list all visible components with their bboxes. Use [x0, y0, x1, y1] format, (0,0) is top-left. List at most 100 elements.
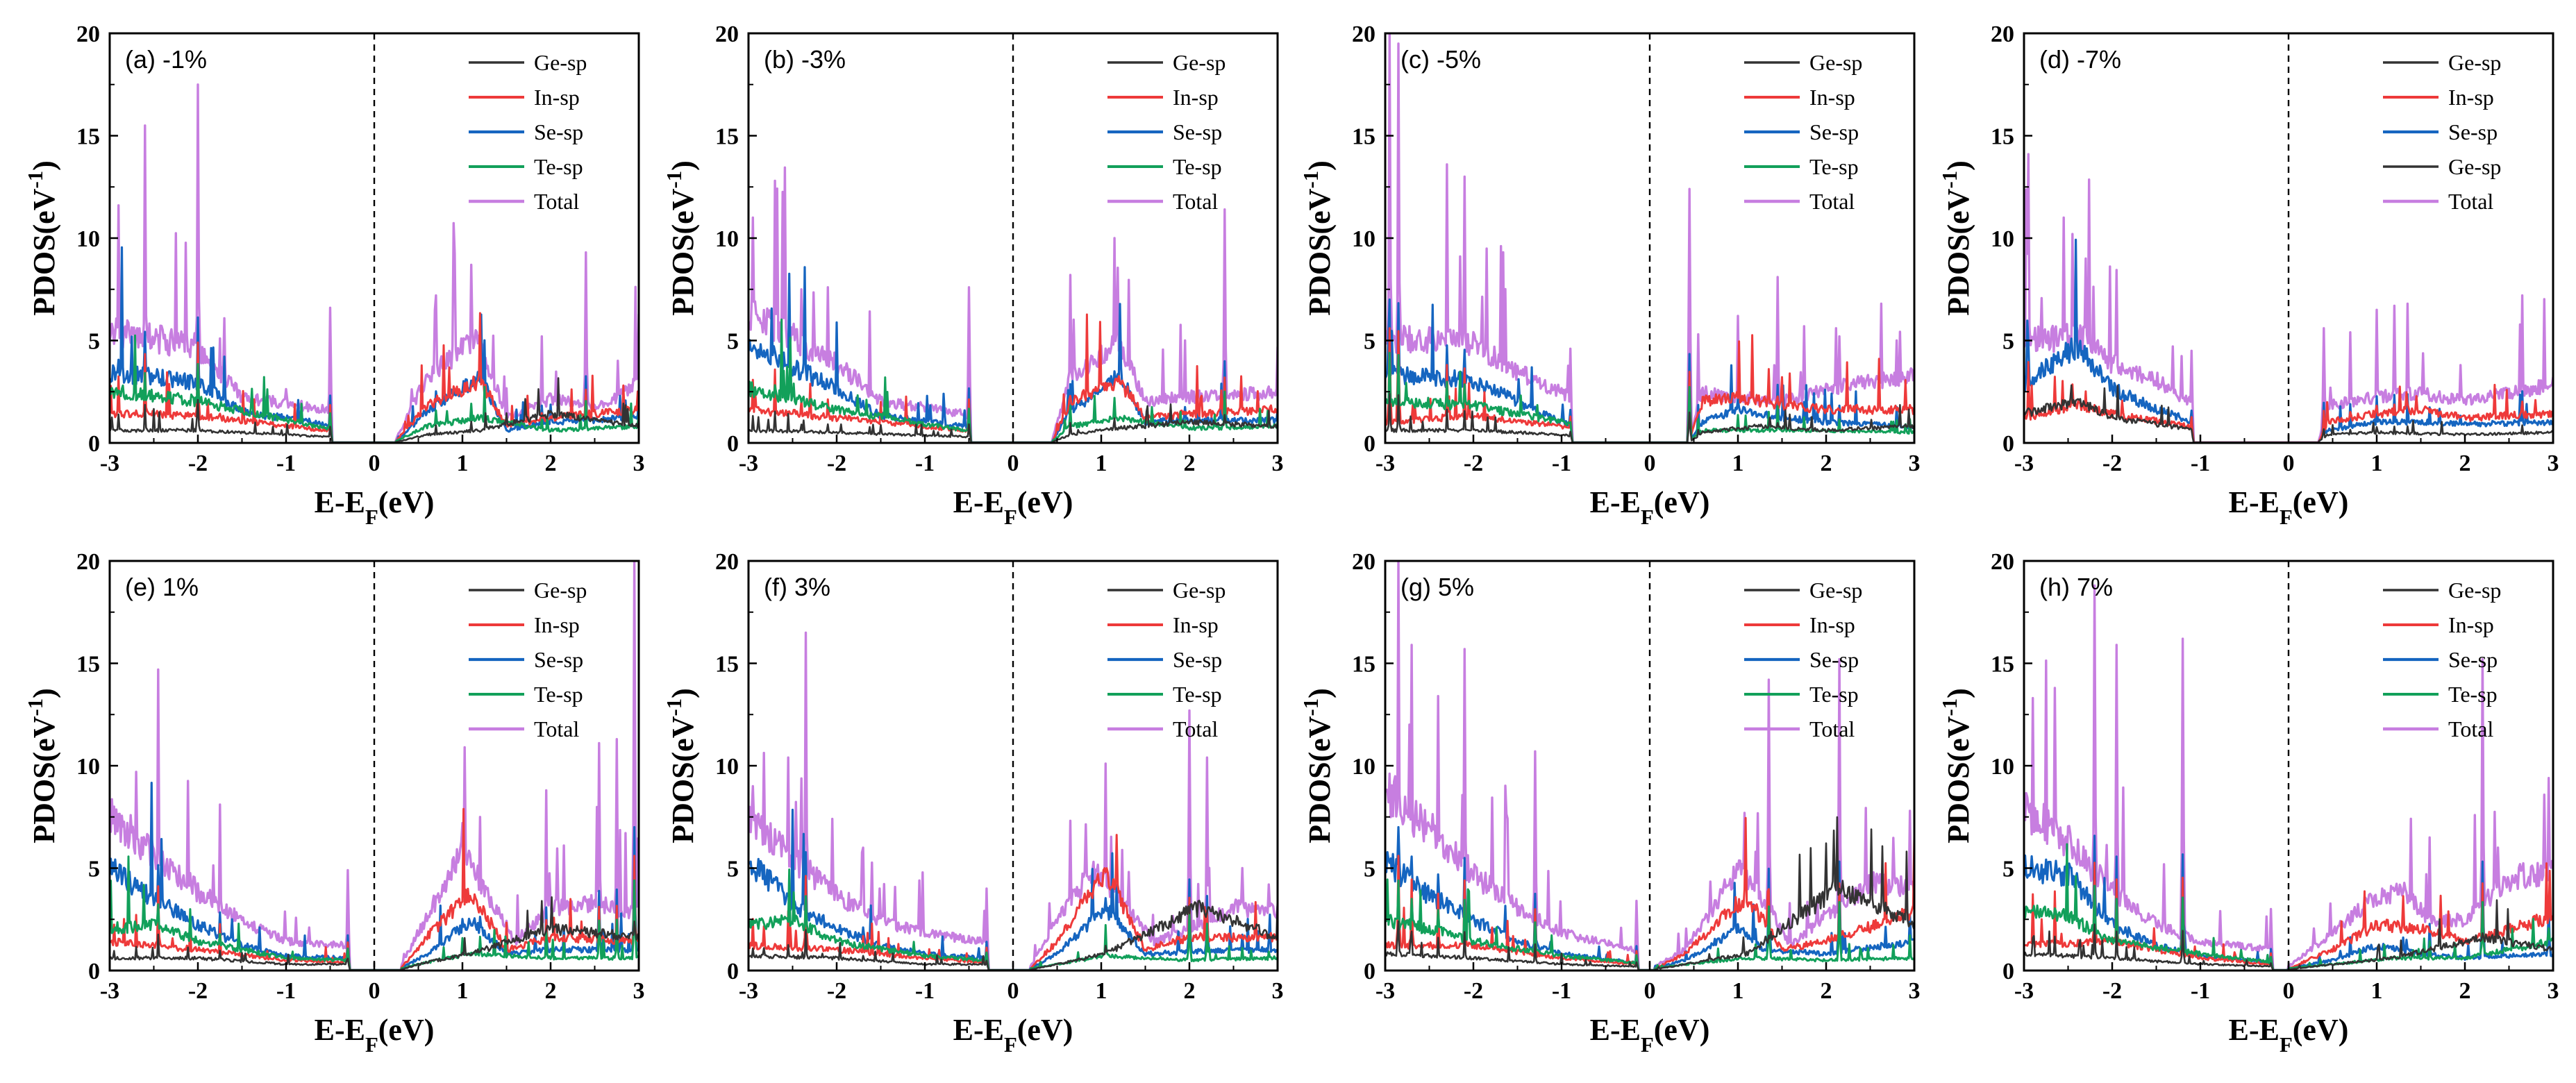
x-tick-label-a: 3	[633, 451, 645, 476]
legend-a: Ge-sp In-sp Se-sp Te-sp Total	[469, 50, 587, 214]
x-tick-label-g: 2	[1821, 978, 1832, 1004]
panel-h: -3 -2 -1 0 1 2 3 0 5 10 15 20 E-EF(eV) PDOS(eV-1) (h) …	[1938, 549, 2559, 1057]
legend-entry-d: Se-sp	[2448, 119, 2498, 144]
x-tick-label-h: -2	[2102, 978, 2122, 1004]
panel-label-e: (e) 1%	[125, 573, 199, 601]
legend-entry-b: Se-sp	[1173, 119, 1222, 144]
y-tick-label-b: 0	[727, 431, 739, 457]
x-tick-label-f: -1	[915, 978, 935, 1004]
y-tick-label-b: 20	[715, 22, 739, 47]
y-tick-label-c: 10	[1352, 226, 1375, 252]
x-tick-label-d: 2	[2459, 451, 2471, 476]
y-tick-label-a: 0	[88, 431, 100, 457]
legend-entry-d: In-sp	[2448, 85, 2494, 110]
panel-label-b: (b) -3%	[764, 45, 846, 74]
y-tick-label-d: 20	[1991, 22, 2014, 47]
panel-c: -3 -2 -1 0 1 2 3 0 5 10 15 20 E-EF(eV) PDOS(eV-1) (c) …	[1299, 22, 1921, 529]
y-tick-label-d: 5	[2002, 329, 2014, 355]
x-tick-label-c: -2	[1464, 451, 1483, 476]
x-tick-label-f: -3	[739, 978, 758, 1004]
legend-entry-g: Te-sp	[1809, 682, 1859, 707]
y-tick-label-d: 15	[1991, 124, 2014, 150]
y-tick-label-g: 0	[1364, 959, 1375, 984]
y-axis-title-e: PDOS(eV-1)	[24, 688, 61, 843]
legend-entry-b: Te-sp	[1173, 154, 1222, 179]
x-axis-title-b: E-EF(eV)	[953, 485, 1073, 529]
y-tick-label-b: 10	[715, 226, 739, 252]
x-tick-label-h: -3	[2014, 978, 2034, 1004]
legend-entry-d: Ge-sp	[2448, 50, 2501, 75]
legend-entry-f: Ge-sp	[1173, 578, 1226, 603]
y-tick-label-f: 10	[715, 754, 739, 780]
x-axis-title-g: E-EF(eV)	[1590, 1013, 1710, 1057]
panel-label-g: (g) 5%	[1400, 573, 1474, 601]
y-tick-label-f: 20	[715, 549, 739, 575]
y-axis-title-a: PDOS(eV-1)	[24, 160, 61, 316]
legend-entry-f: In-sp	[1173, 612, 1219, 637]
legend-entry-a: Te-sp	[534, 154, 583, 179]
y-tick-label-h: 20	[1991, 549, 2014, 575]
x-tick-label-d: 0	[2283, 451, 2295, 476]
x-tick-label-a: 0	[369, 451, 380, 476]
legend-g: Ge-sp In-sp Se-sp Te-sp Total	[1744, 578, 1862, 741]
legend-entry-b: In-sp	[1173, 85, 1219, 110]
legend-entry-b: Ge-sp	[1173, 50, 1226, 75]
y-tick-label-b: 5	[727, 329, 739, 355]
x-tick-label-h: 3	[2548, 978, 2559, 1004]
panel-d: -3 -2 -1 0 1 2 3 0 5 10 15 20 E-EF(eV) PDOS(eV-1) (d) …	[1938, 22, 2559, 529]
y-tick-label-h: 15	[1991, 652, 2014, 678]
panel-a: -3 -2 -1 0 1 2 3 0 5 10 15 20 E-EF(eV) PDOS(eV-1) (a) …	[24, 22, 645, 529]
panel-label-f: (f) 3%	[764, 573, 830, 601]
legend-b: Ge-sp In-sp Se-sp Te-sp Total	[1107, 50, 1226, 214]
panel-e: -3 -2 -1 0 1 2 3 0 5 10 15 20 E-EF(eV) PDOS(eV-1) (e) …	[24, 549, 645, 1057]
x-tick-label-h: 0	[2283, 978, 2295, 1004]
x-tick-label-f: 0	[1007, 978, 1019, 1004]
panel-b: -3 -2 -1 0 1 2 3 0 5 10 15 20 E-EF(eV) PDOS(eV-1) (b) …	[662, 22, 1284, 529]
x-axis-title-a: E-EF(eV)	[315, 485, 435, 529]
y-tick-label-b: 15	[715, 124, 739, 150]
x-tick-label-e: -3	[100, 978, 119, 1004]
x-tick-label-g: 1	[1732, 978, 1744, 1004]
x-axis-title-d: E-EF(eV)	[2229, 485, 2349, 529]
legend-h: Ge-sp In-sp Se-sp Te-sp Total	[2383, 578, 2501, 741]
x-axis-title-c: E-EF(eV)	[1590, 485, 1710, 529]
legend-entry-e: Te-sp	[534, 682, 583, 707]
x-tick-label-e: 0	[369, 978, 380, 1004]
x-tick-label-d: 3	[2548, 451, 2559, 476]
legend-entry-e: In-sp	[534, 612, 580, 637]
legend-entry-f: Se-sp	[1173, 647, 1222, 672]
y-axis-title-g: PDOS(eV-1)	[1299, 688, 1337, 843]
legend-entry-f: Total	[1173, 716, 1218, 741]
legend-entry-a: In-sp	[534, 85, 580, 110]
x-tick-label-f: -2	[827, 978, 846, 1004]
legend-entry-e: Se-sp	[534, 647, 583, 672]
y-tick-label-f: 15	[715, 652, 739, 678]
y-axis-title-d: PDOS(eV-1)	[1938, 160, 1975, 316]
x-tick-label-b: -2	[827, 451, 846, 476]
x-tick-label-a: -1	[276, 451, 296, 476]
y-tick-label-c: 0	[1364, 431, 1375, 457]
legend-entry-c: Total	[1809, 189, 1855, 214]
x-tick-label-g: -3	[1375, 978, 1395, 1004]
y-tick-label-e: 10	[76, 754, 100, 780]
x-tick-label-d: -3	[2014, 451, 2034, 476]
x-tick-label-c: -1	[1552, 451, 1571, 476]
x-tick-label-e: 3	[633, 978, 645, 1004]
x-axis-title-e: E-EF(eV)	[315, 1013, 435, 1057]
legend-entry-f: Te-sp	[1173, 682, 1222, 707]
legend-entry-g: Se-sp	[1809, 647, 1859, 672]
legend-f: Ge-sp In-sp Se-sp Te-sp Total	[1107, 578, 1226, 741]
panel-g: -3 -2 -1 0 1 2 3 0 5 10 15 20 E-EF(eV) PDOS(eV-1) (g) …	[1299, 549, 1921, 1057]
x-tick-label-e: 2	[545, 978, 557, 1004]
legend-entry-b: Total	[1173, 189, 1218, 214]
x-tick-label-h: 1	[2371, 978, 2383, 1004]
legend-entry-a: Total	[534, 189, 579, 214]
x-tick-label-g: 3	[1909, 978, 1921, 1004]
y-tick-label-h: 0	[2002, 959, 2014, 984]
legend-entry-d: Ge-sp	[2448, 154, 2501, 179]
y-tick-label-e: 20	[76, 549, 100, 575]
x-tick-label-d: -1	[2191, 451, 2210, 476]
x-tick-label-b: 3	[1272, 451, 1284, 476]
x-tick-label-c: 0	[1644, 451, 1656, 476]
